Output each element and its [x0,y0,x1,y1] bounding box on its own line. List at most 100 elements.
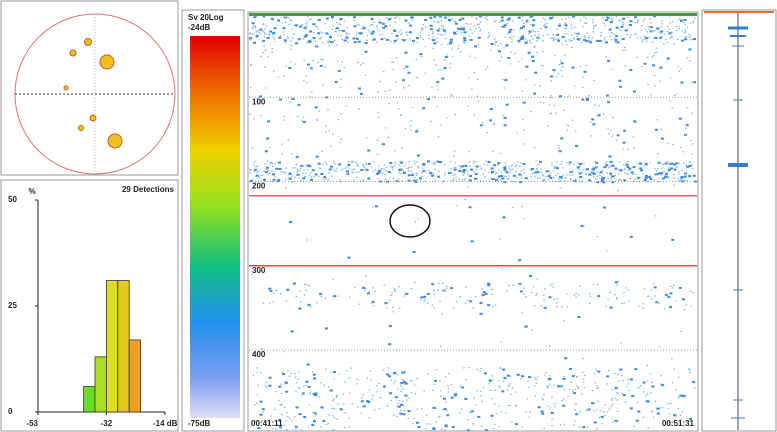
echo-sample [634,16,637,18]
echo-sample [458,48,460,49]
echo-sample [536,37,539,39]
echo-sample [537,178,539,179]
echo-sample [395,380,397,381]
echo-sample [394,291,396,292]
echo-sample [553,385,555,386]
echo-sample [595,25,597,26]
echo-sample [547,405,549,406]
echo-sample [287,36,289,37]
echo-sample [645,395,647,396]
echo-sample [268,34,270,35]
echo-sample [558,179,560,180]
echo-sample [471,240,474,242]
echo-sample [512,169,514,170]
echo-sample [471,17,473,18]
echo-sample [565,41,567,42]
echo-sample [534,46,536,47]
echo-sample [503,176,505,177]
echo-sample [653,283,655,284]
echo-sample [388,367,390,368]
echo-sample [439,28,441,29]
echo-sample [668,167,670,168]
echo-sample [391,62,393,63]
echo-sample [262,174,264,175]
echo-sample [536,169,538,170]
echo-sample [645,175,648,177]
echo-sample [430,25,433,27]
echo-sample [504,37,506,38]
echo-sample [461,18,464,20]
echo-sample [579,163,582,165]
echo-sample [373,161,375,162]
echo-sample [667,26,669,27]
echo-sample [476,169,478,170]
echo-sample [294,373,296,374]
echo-sample [583,382,585,383]
echo-sample [474,72,476,73]
echo-sample [685,134,687,135]
echo-sample [592,37,594,38]
echo-sample [596,409,598,410]
echo-sample [322,85,324,86]
echo-sample [438,69,440,70]
echo-sample [265,150,268,152]
echo-sample [617,190,619,191]
echo-sample [285,179,287,180]
echo-sample [673,285,675,286]
echo-sample [366,377,368,378]
echo-sample [673,43,675,44]
echo-sample [522,16,524,17]
echo-sample [459,19,462,21]
echo-sample [692,168,694,169]
echo-sample [530,42,532,43]
echo-sample [404,165,406,166]
echo-sample [377,112,379,113]
echo-sample [664,308,666,309]
echo-sample [587,408,590,410]
echo-sample [363,63,365,64]
echo-sample [588,95,590,96]
echo-sample [349,418,351,419]
echo-sample [670,286,672,287]
echo-sample [408,410,411,412]
echo-sample [489,119,492,121]
echo-sample [308,285,310,286]
echo-sample [556,298,558,299]
echo-sample [576,385,578,386]
echo-sample [651,411,653,412]
echo-sample [455,23,458,25]
echo-sample [378,383,380,384]
echo-sample [340,142,342,143]
echo-sample [575,389,577,390]
echo-sample [263,303,265,304]
echo-sample [657,119,659,120]
echo-sample [432,37,434,38]
echo-sample [397,388,399,389]
echo-sample [423,24,425,25]
echo-sample [560,60,562,61]
echo-sample [563,376,565,377]
echo-sample [498,50,501,52]
echo-sample [655,37,658,39]
echo-sample [264,34,266,35]
echo-sample [343,394,345,395]
echo-sample [257,394,259,395]
echo-sample [464,398,467,400]
echo-sample [437,21,439,22]
echo-sample [434,294,436,295]
echo-sample [443,30,446,32]
echo-sample [260,56,262,57]
echo-sample [675,163,678,165]
echo-sample [692,154,694,155]
echo-sample [448,414,450,415]
echo-sample [680,179,682,180]
echo-sample [352,37,355,39]
echo-sample [663,164,665,165]
echo-sample [586,168,589,170]
echo-sample [487,67,489,68]
echo-sample [503,47,505,48]
echo-sample [480,395,482,396]
echo-sample [301,120,303,121]
echo-sample [650,392,652,393]
echo-sample [473,162,475,163]
